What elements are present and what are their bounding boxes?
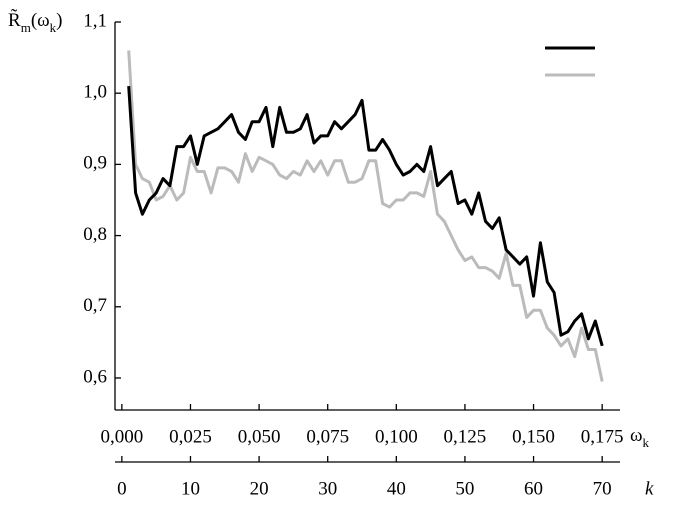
- series-line: [127, 50, 604, 382]
- x2-tick-label: 40: [387, 478, 406, 499]
- series-line: [127, 86, 604, 347]
- x2-tick-label: 30: [318, 478, 337, 499]
- x2-tick-label: 50: [455, 478, 474, 499]
- x-tick-label: 0,150: [512, 426, 555, 447]
- x-tick-label: 0,000: [100, 426, 143, 447]
- x2-tick-label: 0: [117, 478, 127, 499]
- x-tick-label: 0,125: [444, 426, 487, 447]
- y-tick-label: 0,9: [83, 153, 107, 174]
- y-tick-label: 0,7: [83, 295, 107, 316]
- y-tick-label: 1,0: [83, 82, 107, 103]
- x-tick-label: 0,050: [238, 426, 281, 447]
- x-tick-label: 0,075: [306, 426, 349, 447]
- x2-axis-label: k: [645, 478, 654, 499]
- y-tick-label: 0,6: [83, 366, 107, 387]
- x2-tick-label: 20: [250, 478, 269, 499]
- x2-tick-label: 10: [181, 478, 200, 499]
- x2-tick-label: 70: [593, 478, 612, 499]
- x-tick-label: 0,100: [375, 426, 418, 447]
- x-axis-label: ωk: [630, 425, 650, 450]
- y-tick-label: 0,8: [83, 224, 107, 245]
- x-tick-label: 0,175: [581, 426, 624, 447]
- y-tick-label: 1,1: [83, 10, 107, 31]
- y-axis-label: R̃m(ωk): [8, 9, 62, 35]
- x2-tick-label: 60: [524, 478, 543, 499]
- x-tick-label: 0,025: [169, 426, 212, 447]
